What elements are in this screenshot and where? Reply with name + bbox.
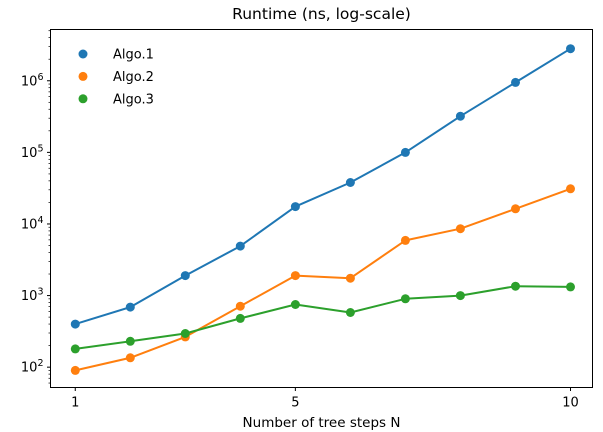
data-point-Algo.2 (235, 301, 245, 311)
data-point-Algo.1 (455, 111, 465, 121)
data-point-Algo.1 (566, 44, 575, 54)
x-tick-label: 10 (562, 396, 579, 411)
x-tick-label: 5 (291, 396, 299, 411)
data-point-Algo.3 (566, 282, 575, 292)
data-point-Algo.1 (70, 319, 80, 329)
data-point-Algo.1 (180, 271, 190, 281)
data-point-Algo.1 (400, 147, 410, 157)
data-point-Algo.3 (290, 300, 300, 309)
x-axis-ticks: 1 5 10 (71, 387, 579, 411)
data-point-Algo.3 (180, 329, 190, 338)
y-tick-label: 106 (21, 72, 44, 90)
y-tick-label: 105 (21, 143, 44, 161)
legend-marker-icon (78, 94, 88, 104)
series-line-Algo.3 (74, 285, 572, 350)
legend-label: Algo.2 (113, 70, 154, 85)
data-point-Algo.3 (70, 344, 80, 354)
data-point-Algo.2 (400, 235, 410, 245)
data-point-Algo.2 (290, 271, 300, 281)
series-Algo.1 (70, 44, 575, 329)
legend-marker-icon (78, 71, 88, 81)
x-axis-label: Number of tree steps N (243, 415, 401, 431)
series-line-Algo.1 (74, 47, 572, 326)
legend-label: Algo.3 (113, 92, 154, 107)
y-tick-label: 104 (21, 215, 44, 233)
legend-label: Algo.1 (113, 48, 154, 63)
data-point-Algo.1 (290, 202, 300, 212)
chart-title: Runtime (ns, log-scale) (232, 5, 411, 23)
data-point-Algo.1 (235, 241, 245, 251)
data-point-Algo.3 (400, 294, 410, 304)
y-axis-ticks: 102 103 104 105 106 (21, 30, 51, 384)
series-Algo.2 (70, 184, 575, 375)
data-point-Algo.3 (511, 281, 520, 291)
legend-marker-icon (78, 49, 88, 59)
legend-item-Algo.3: Algo.3 (78, 92, 154, 107)
data-point-Algo.1 (511, 77, 520, 87)
data-point-Algo.3 (345, 308, 355, 317)
data-point-Algo.1 (125, 302, 135, 312)
legend-item-Algo.2: Algo.2 (78, 70, 154, 85)
data-point-Algo.2 (566, 184, 575, 194)
y-tick-label: 102 (21, 358, 44, 376)
data-series (70, 44, 575, 375)
data-point-Algo.3 (455, 291, 465, 301)
plot-frame (50, 29, 593, 388)
series-line-Algo.2 (74, 187, 572, 372)
data-point-Algo.2 (125, 353, 135, 363)
series-Algo.3 (70, 281, 575, 354)
data-point-Algo.2 (70, 365, 80, 375)
y-tick-label: 103 (21, 287, 44, 305)
data-point-Algo.2 (511, 204, 520, 214)
data-point-Algo.3 (235, 313, 245, 323)
data-point-Algo.3 (125, 336, 135, 346)
data-point-Algo.1 (345, 178, 355, 187)
data-point-Algo.2 (455, 224, 465, 234)
legend-item-Algo.1: Algo.1 (78, 48, 154, 63)
x-tick-label: 1 (71, 396, 79, 411)
data-point-Algo.2 (345, 273, 355, 283)
legend: Algo.1 Algo.2 Algo.3 (78, 48, 154, 107)
